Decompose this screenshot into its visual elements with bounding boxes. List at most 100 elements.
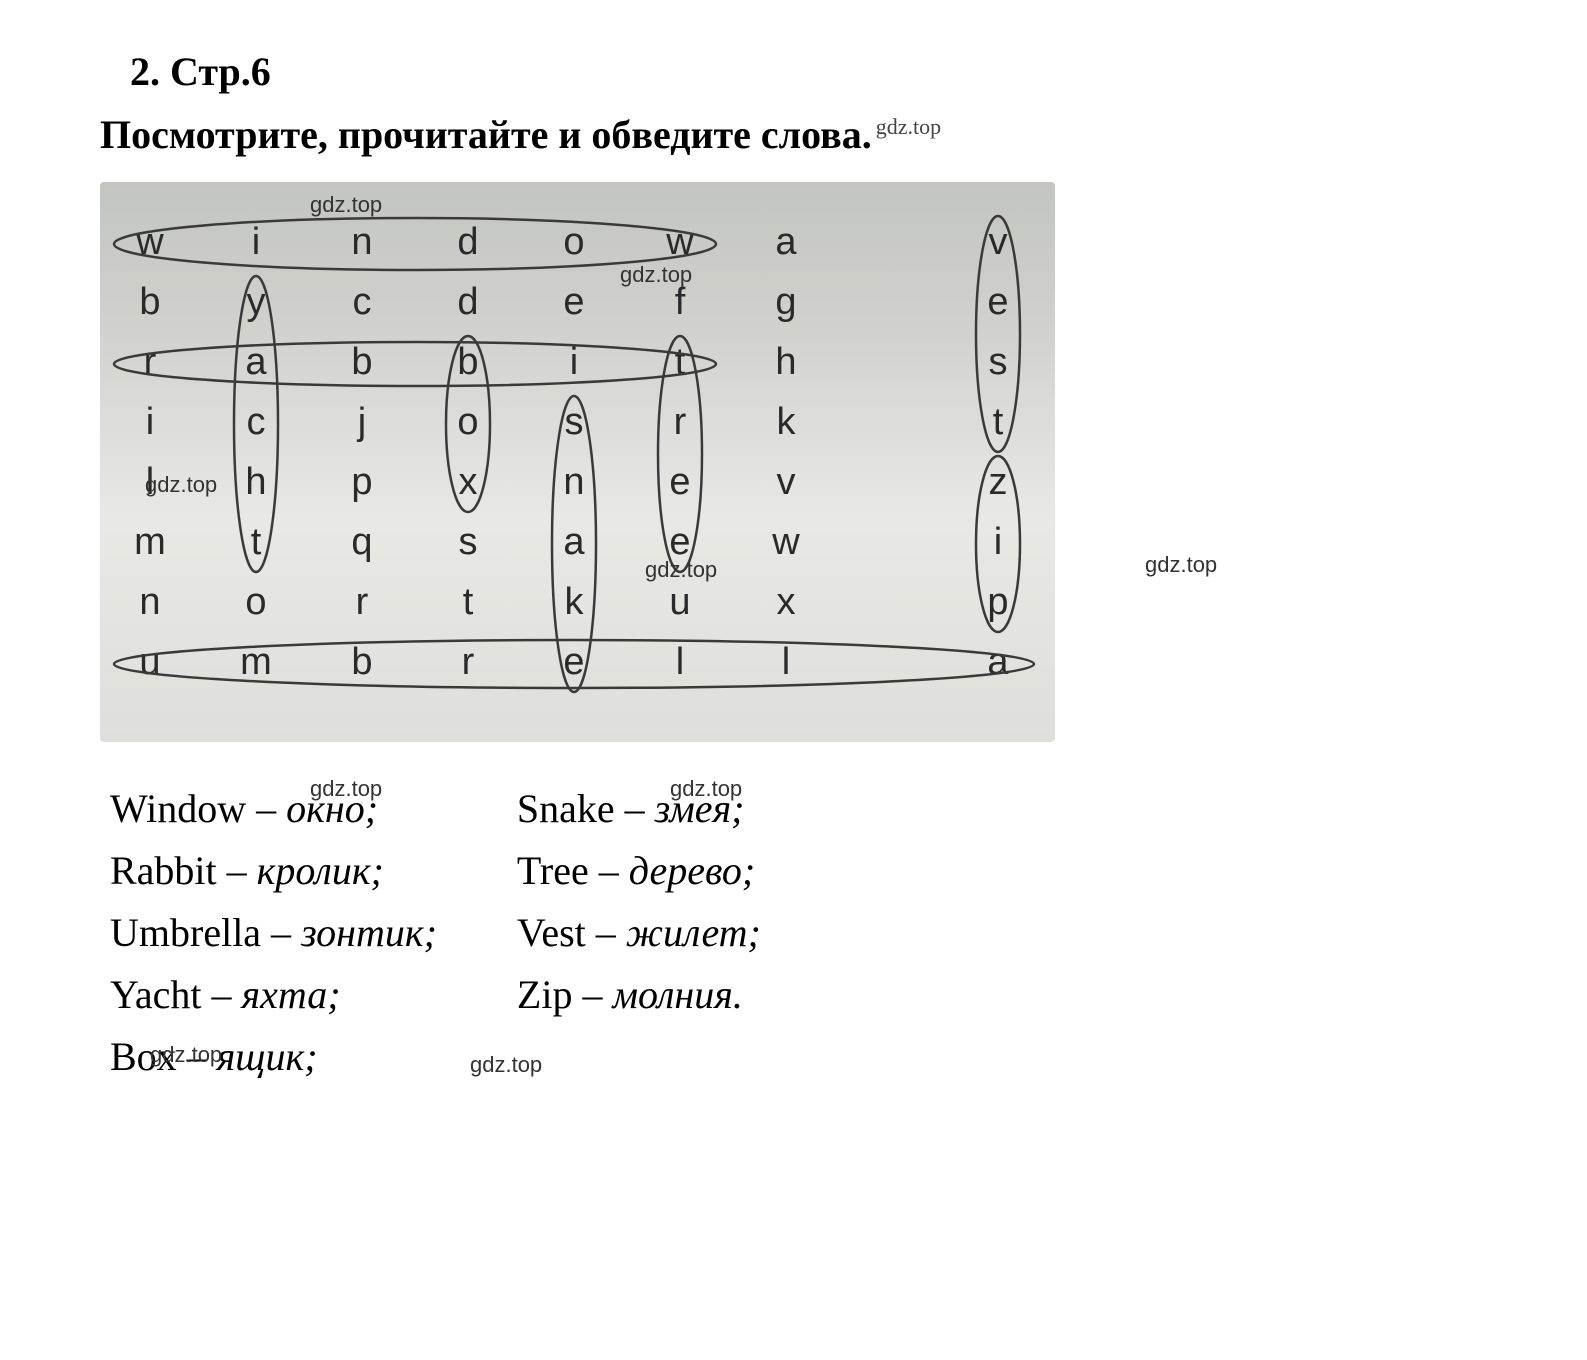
ws-letter: v (777, 461, 796, 503)
ws-letter: u (669, 581, 690, 623)
ws-letter: i (252, 221, 260, 263)
vocab-columns: Window – окно;Rabbit – кролик;Umbrella –… (110, 778, 1487, 1088)
ws-letter: r (462, 641, 475, 683)
vocab-row: Window – окно; (110, 778, 437, 840)
watermark-text: gdz.top (310, 772, 382, 806)
ws-letter: r (144, 341, 157, 383)
vocab-en: Window – (110, 786, 286, 831)
ws-letter: k (565, 581, 585, 623)
ws-letter: t (251, 521, 262, 563)
ws-letter: r (674, 401, 687, 443)
ws-letter: f (675, 281, 686, 323)
ws-letter: g (775, 281, 796, 323)
ws-letter: l (676, 641, 684, 683)
ws-letter: n (351, 221, 372, 263)
ws-letter: i (994, 521, 1002, 563)
ws-letter: a (775, 221, 797, 263)
vocab-col-right: Snake – змея;Tree – дерево;Vest – жилет;… (517, 778, 761, 1088)
ws-letter: d (457, 221, 478, 263)
ws-letter: s (565, 401, 584, 443)
vocab-row: Tree – дерево; (517, 840, 761, 902)
ws-letter: c (353, 281, 372, 323)
ws-letter: s (459, 521, 478, 563)
ws-letter: b (457, 341, 478, 383)
watermark-text: gdz.top (145, 472, 217, 497)
watermark-text: gdz.top (1145, 552, 1217, 578)
ws-letter: p (351, 461, 372, 503)
ws-letter: s (989, 341, 1008, 383)
ws-letter: n (563, 461, 584, 503)
ws-letter: d (457, 281, 478, 323)
exercise-instruction: Посмотрите, прочитайте и обведите слова.… (100, 111, 1487, 158)
vocab-ru: жилет; (626, 910, 761, 955)
ws-letter: j (357, 401, 366, 443)
watermark-text: gdz.top (470, 1048, 542, 1082)
ws-letter: t (675, 341, 686, 383)
ws-letter: e (563, 641, 584, 683)
watermark-text: gdz.top (620, 262, 692, 287)
watermark-text: gdz.top (645, 557, 717, 582)
vocab-en: Vest – (517, 910, 626, 955)
vocab-row: Rabbit – кролик; (110, 840, 437, 902)
ws-letter: n (139, 581, 160, 623)
vocab-en: Zip – (517, 972, 613, 1017)
ws-letter: p (987, 581, 1008, 623)
ws-letter: o (245, 581, 266, 623)
vocab-ru: зонтик; (301, 910, 437, 955)
ws-letter: i (146, 401, 154, 443)
vocab-ru: кролик; (257, 848, 384, 893)
watermark-text: gdz.top (150, 1038, 222, 1072)
wordsearch-container: windowavbycdefgerabbithsicjosrktlhpxnevz… (100, 182, 1200, 742)
watermark-text: gdz.top (310, 192, 382, 217)
ws-letter: w (771, 521, 800, 563)
wordsearch-svg: windowavbycdefgerabbithsicjosrktlhpxnevz… (100, 182, 1055, 742)
ws-letter: k (777, 401, 797, 443)
ws-letter: e (987, 281, 1008, 323)
ws-letter: a (245, 341, 267, 383)
ws-letter: u (139, 641, 160, 683)
ws-letter: y (247, 281, 266, 323)
vocab-en: Umbrella – (110, 910, 301, 955)
ws-letter: c (247, 401, 266, 443)
ws-letter: x (777, 581, 796, 623)
ws-letter: e (563, 281, 584, 323)
ws-letter: b (139, 281, 160, 323)
vocab-row: Umbrella – зонтик; (110, 902, 437, 964)
vocab-block: Window – окно;Rabbit – кролик;Umbrella –… (110, 778, 1487, 1088)
vocab-row: Vest – жилет; (517, 902, 761, 964)
vocab-ru: ящик; (217, 1034, 318, 1079)
ws-letter: o (457, 401, 478, 443)
vocab-en: Yacht – (110, 972, 242, 1017)
ws-circle-h (114, 342, 716, 386)
instruction-text: Посмотрите, прочитайте и обведите слова. (100, 112, 872, 157)
vocab-row: Zip – молния. (517, 964, 761, 1026)
ws-letter: r (356, 581, 369, 623)
ws-letter: e (669, 461, 690, 503)
ws-letter: h (775, 341, 796, 383)
ws-letter: t (463, 581, 474, 623)
watermark-text: gdz.top (670, 772, 742, 806)
vocab-en: Tree – (517, 848, 629, 893)
vocab-en: Snake – (517, 786, 655, 831)
exercise-number: 2. Стр.6 (130, 48, 1487, 95)
ws-letter: b (351, 641, 372, 683)
ws-letter: h (245, 461, 266, 503)
ws-letter: l (782, 641, 790, 683)
ws-letter: i (570, 341, 578, 383)
ws-letter: z (989, 461, 1008, 503)
ws-letter: o (563, 221, 584, 263)
ws-letter: a (987, 641, 1009, 683)
ws-letter: t (993, 401, 1004, 443)
vocab-ru: дерево; (629, 848, 755, 893)
ws-letter: m (134, 521, 166, 563)
ws-letter: v (989, 221, 1008, 263)
ws-letter: q (351, 521, 372, 563)
watermark-text: gdz.top (876, 114, 941, 139)
vocab-en: Rabbit – (110, 848, 257, 893)
ws-letter: x (459, 461, 478, 503)
vocab-ru: яхта; (242, 972, 341, 1017)
ws-letter: a (563, 521, 585, 563)
ws-letter: b (351, 341, 372, 383)
vocab-ru: молния. (612, 972, 742, 1017)
vocab-row: Yacht – яхта; (110, 964, 437, 1026)
